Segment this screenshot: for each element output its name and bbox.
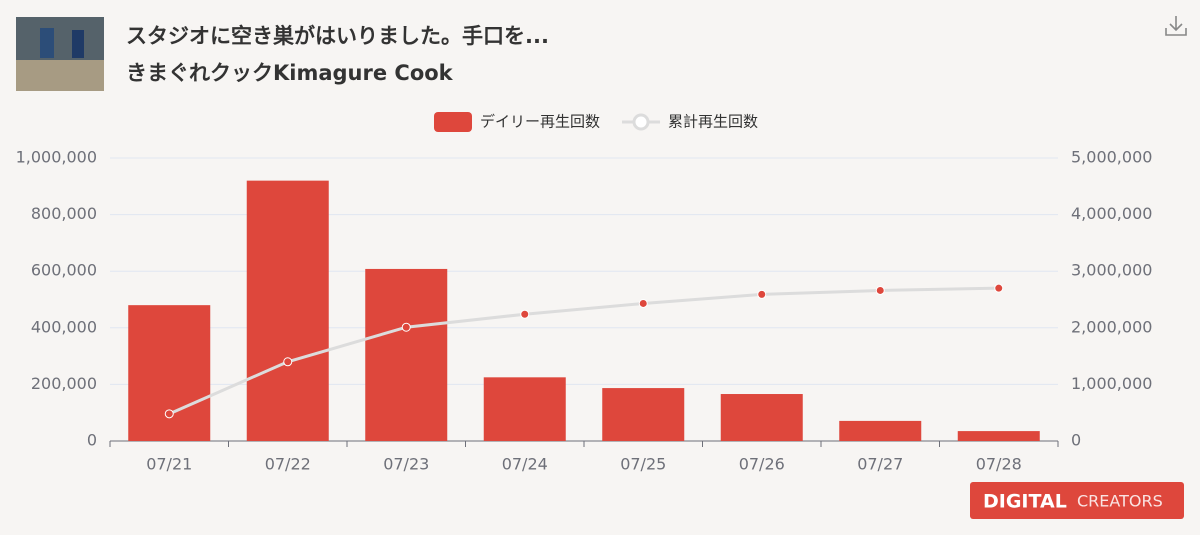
x-tick-label: 07/23 [383, 455, 429, 474]
video-title: スタジオに空き巣がはいりました。手口を... [126, 24, 549, 48]
watermark-brand: DIGITAL [983, 491, 1067, 513]
point [875, 285, 885, 295]
watermark-suffix: CREATORS [1077, 492, 1163, 511]
legend-label: デイリー再生回数 [480, 113, 600, 131]
y2-tick-label: 0 [1071, 431, 1081, 450]
y-tick-label: 600,000 [31, 261, 97, 280]
x-tick-label: 07/25 [620, 455, 666, 474]
bar [839, 420, 922, 441]
x-tick-label: 07/22 [265, 455, 311, 474]
thumbnail-detail [72, 30, 84, 58]
bar [246, 180, 329, 441]
y2-tick-label: 5,000,000 [1071, 148, 1152, 167]
line [168, 286, 999, 416]
point [283, 357, 293, 367]
point [401, 322, 411, 332]
bar [128, 305, 211, 441]
thumbnail-detail [16, 60, 104, 91]
y-tick-label: 400,000 [31, 317, 97, 336]
x-tick-label: 07/26 [739, 455, 785, 474]
legend-label: 累計再生回数 [668, 113, 758, 131]
download-icon[interactable] [1165, 16, 1187, 36]
point [757, 289, 767, 299]
channel-name: きまぐれクックKimagure Cook [126, 61, 454, 85]
point [520, 309, 530, 319]
x-tick-label: 07/28 [976, 455, 1022, 474]
watermark-badge [970, 482, 1184, 519]
x-tick-label: 07/24 [502, 455, 548, 474]
bar [957, 431, 1040, 441]
y2-tick-label: 1,000,000 [1071, 374, 1152, 393]
y2-tick-label: 4,000,000 [1071, 204, 1152, 223]
point [164, 409, 174, 419]
legend-swatch [434, 112, 472, 132]
point [638, 298, 648, 308]
bar [720, 394, 803, 441]
y-tick-label: 1,000,000 [16, 148, 97, 167]
y2-tick-label: 3,000,000 [1071, 261, 1152, 280]
y2-tick-label: 2,000,000 [1071, 317, 1152, 336]
y-tick-label: 200,000 [31, 374, 97, 393]
x-tick-label: 07/27 [857, 455, 903, 474]
y-tick-label: 0 [87, 431, 97, 450]
legend-swatch [632, 113, 650, 131]
x-tick-label: 07/21 [146, 455, 192, 474]
bar [602, 388, 685, 441]
thumbnail-detail [40, 28, 54, 58]
bar [483, 377, 566, 441]
bar [365, 268, 448, 441]
y-tick-label: 800,000 [31, 204, 97, 223]
point [994, 283, 1004, 293]
